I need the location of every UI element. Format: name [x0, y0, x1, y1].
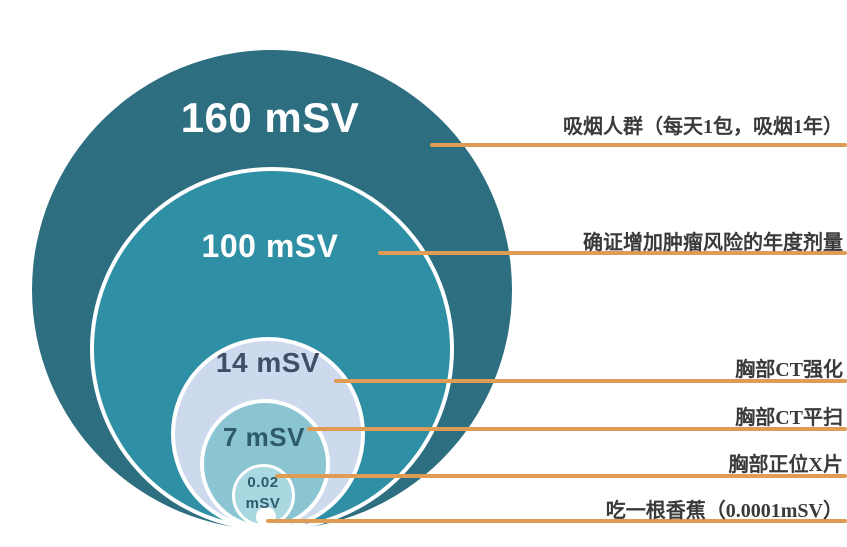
- annotation-annual-tumor-risk-dose: 确证增加肿瘤风险的年度剂量: [583, 232, 843, 254]
- annotation-chest-ct-enhanced: 胸部CT强化: [735, 359, 843, 381]
- leader-line-14: [334, 379, 847, 383]
- annotation-chest-xray: 胸部正位X片: [728, 454, 843, 476]
- dose-value-0point02-unit: mSV: [245, 495, 281, 512]
- annotation-chest-ct-plain: 胸部CT平扫: [735, 407, 843, 429]
- dose-value-0point02: 0.02 mSV: [213, 472, 313, 514]
- annotation-smoking: 吸烟人群（每天1包，吸烟1年）: [563, 116, 843, 138]
- leader-line-0point02: [275, 474, 847, 478]
- dose-value-7: 7 mSV: [223, 422, 305, 452]
- annotation-banana: 吃一根香蕉（0.0001mSV）: [605, 500, 843, 522]
- leader-line-7: [307, 427, 847, 431]
- leader-line-banana: [266, 519, 847, 523]
- dose-value-14: 14 mSV: [215, 347, 321, 378]
- leader-line-160: [430, 143, 847, 147]
- dose-value-0point02-number: 0.02: [247, 474, 279, 491]
- dose-value-160: 160 mSV: [180, 94, 360, 141]
- leader-line-100: [378, 251, 847, 255]
- dose-value-100: 100 mSV: [201, 228, 339, 264]
